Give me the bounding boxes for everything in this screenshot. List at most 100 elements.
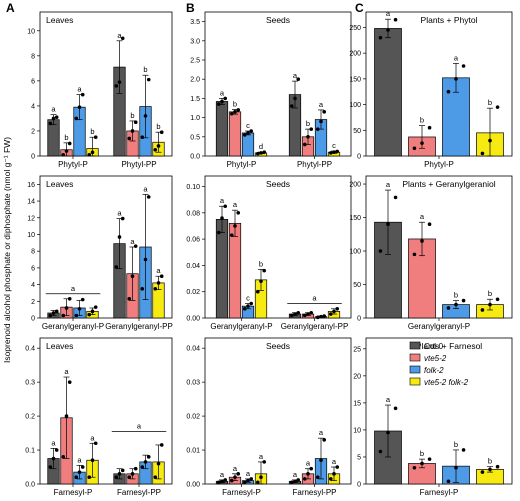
data-point (289, 313, 294, 318)
data-point (143, 114, 148, 118)
y-tick-label: 14 (27, 199, 35, 206)
panel-title: Leaves (46, 15, 73, 25)
data-point (146, 77, 151, 82)
data-point (495, 297, 500, 302)
data-point (229, 111, 234, 116)
y-tick-label: 0.02 (186, 414, 200, 421)
data-point (393, 406, 398, 411)
data-point (93, 305, 98, 309)
data-point (223, 204, 228, 209)
data-point (87, 312, 92, 317)
data-point (246, 131, 250, 135)
significance-letter: b (90, 127, 94, 136)
panel-title: Plants + Farnesol (416, 341, 482, 351)
significance-letter: b (156, 122, 160, 131)
y-tick-label: 3.0 (190, 38, 200, 45)
data-point (223, 478, 228, 482)
data-point (146, 455, 151, 459)
data-point (302, 142, 307, 147)
y-tick-label: 250 (349, 25, 361, 32)
data-point (319, 458, 323, 463)
data-point (87, 475, 92, 480)
data-point (48, 313, 53, 318)
significance-letter: c (332, 141, 336, 150)
data-point (242, 133, 247, 137)
y-tick-label: 6 (31, 78, 35, 85)
data-point (153, 286, 158, 291)
data-point (61, 455, 66, 459)
data-point (236, 211, 241, 215)
data-point (223, 96, 228, 101)
data-point (293, 96, 297, 101)
data-point (130, 472, 135, 476)
data-point (156, 461, 161, 466)
data-point (242, 480, 247, 485)
significance-letter: b (454, 291, 458, 300)
data-point (130, 274, 135, 279)
bar-col-0 (374, 28, 402, 157)
significance-letter: b (143, 65, 147, 74)
data-point (386, 222, 390, 227)
data-point (127, 296, 132, 301)
data-point (495, 105, 500, 109)
significance-letter: a (332, 457, 337, 466)
data-point (412, 146, 417, 151)
plot-frame (204, 11, 352, 157)
data-point (378, 249, 383, 253)
data-point (412, 465, 417, 470)
y-tick-label: 0.5 (190, 134, 200, 141)
x-category-label: Phytyl-P (227, 160, 257, 169)
data-point (93, 135, 98, 140)
data-point (140, 286, 145, 291)
data-point (262, 268, 267, 273)
data-point (249, 301, 254, 306)
data-point (74, 116, 79, 121)
data-point (319, 119, 323, 124)
data-point (54, 115, 59, 119)
y-tick-label: 10 (27, 28, 35, 35)
data-point (249, 129, 254, 133)
data-point (446, 89, 451, 94)
data-point (328, 312, 333, 316)
y-tick-label: 12 (27, 215, 35, 222)
x-category-label: Geranylgeranyl-P (42, 322, 104, 331)
data-point (461, 64, 466, 68)
significance-letter: b (488, 98, 492, 107)
significance-letter: a (386, 395, 391, 404)
data-point (427, 222, 432, 227)
data-point (393, 195, 398, 200)
y-tick-label: 0.0 (190, 154, 200, 161)
data-point (236, 108, 241, 112)
data-point (255, 480, 260, 485)
significance-letter: a (77, 85, 82, 94)
data-point (64, 414, 69, 418)
x-category-label: Geranylgeranyl-PP (105, 322, 173, 331)
data-point (61, 152, 66, 157)
data-point (156, 281, 161, 285)
y-tick-label: 0.04 (186, 346, 200, 353)
data-point (51, 456, 56, 461)
data-point (378, 35, 383, 40)
legend-label-col0: Col-0 (424, 342, 444, 351)
significance-letter: a (420, 212, 425, 221)
data-point (143, 460, 148, 464)
data-point (229, 233, 234, 237)
y-tick-label: 1.5 (190, 96, 200, 103)
y-tick-label: 0.10 (186, 184, 200, 191)
y-tick-label: 50 (353, 282, 361, 289)
data-point (143, 257, 148, 262)
y-tick-label: 0.00 (186, 482, 200, 489)
x-category-label: Geranylgeranyl-PP (281, 322, 349, 331)
plot-frame (39, 175, 173, 319)
x-category-label: Phytyl-PP (297, 160, 332, 169)
data-point (296, 310, 301, 315)
data-point (259, 279, 263, 283)
data-point (77, 105, 82, 109)
data-point (114, 265, 119, 269)
data-point (159, 443, 164, 447)
data-point (90, 458, 95, 463)
data-point (335, 465, 340, 469)
significance-letter: a (319, 428, 324, 437)
significance-letter: a (117, 209, 122, 218)
y-tick-label: 8 (31, 53, 35, 60)
